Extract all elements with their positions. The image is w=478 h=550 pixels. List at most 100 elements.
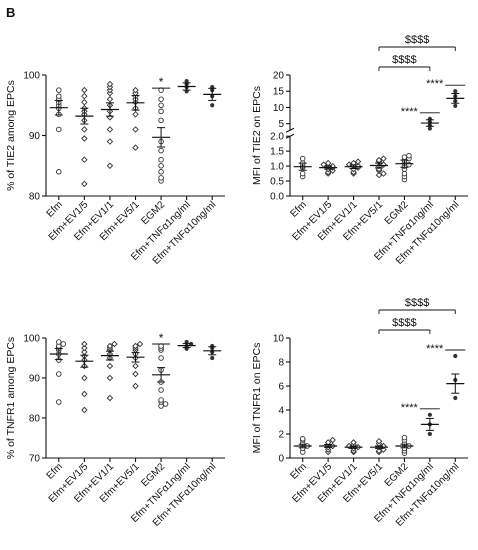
data-point [158, 156, 164, 163]
chart-tie2-mfi: 0.0 0.5 1.0 1.5 2.0 5 10 15 20 MFI of TIE2 on EPC… [251, 34, 468, 267]
significance-marker: **** [401, 106, 419, 118]
data-point [132, 342, 139, 350]
data-point [299, 436, 306, 442]
data-point [380, 155, 387, 162]
y-tick-label: 20 [273, 71, 285, 82]
significance-marker: **** [426, 78, 444, 90]
data-point [401, 434, 408, 441]
y-tick-label: 90 [29, 374, 41, 385]
data-point [81, 180, 88, 188]
data-point [81, 340, 88, 348]
data-point [350, 439, 357, 446]
data-point [81, 374, 88, 382]
y-tick-label: 10 [273, 103, 285, 114]
y-axis-label: % of TIE2 among EPCs [5, 80, 17, 191]
data-point [210, 355, 215, 361]
data-point [158, 108, 164, 115]
data-point [81, 390, 88, 398]
data-point [453, 89, 458, 94]
data-point [406, 152, 412, 159]
data-point [132, 86, 139, 94]
data-point [56, 169, 62, 175]
data-point [299, 155, 306, 162]
panel-label: B [6, 5, 15, 20]
data-point [106, 126, 114, 133]
data-point [132, 126, 139, 133]
y-tick-label: 4 [278, 406, 284, 417]
y-tick-label: 80 [29, 192, 41, 203]
data-point [354, 158, 362, 165]
x-tick-label: Efm [288, 461, 308, 481]
y-tick-label: 0.0 [270, 192, 284, 203]
data-point [132, 144, 139, 151]
y-tick-label: 100 [23, 334, 40, 345]
data-point [106, 95, 114, 103]
data-point [132, 111, 139, 118]
data-point [56, 371, 62, 377]
data-point [81, 126, 88, 133]
data-point [158, 162, 164, 169]
data-point [81, 406, 88, 414]
data-point [329, 436, 336, 444]
data-point [81, 98, 88, 106]
y-tick-label: 80 [29, 414, 41, 425]
significance-marker: **** [426, 343, 444, 355]
data-point [158, 175, 164, 181]
data-point [56, 339, 62, 345]
y-tick-label: 70 [29, 454, 41, 465]
data-point [210, 103, 215, 108]
data-point [81, 86, 88, 94]
data-point [158, 169, 164, 175]
data-point [406, 161, 412, 168]
data-point [162, 401, 169, 407]
data-point [375, 171, 383, 179]
data-point [453, 103, 458, 108]
data-point [106, 138, 114, 145]
y-tick-label: 6 [278, 382, 284, 393]
y-tick-label: 0.5 [270, 177, 284, 188]
significance-marker: * [159, 331, 164, 345]
y-tick-label: 100 [23, 71, 40, 82]
data-point [158, 387, 164, 393]
y-tick-label: 0 [278, 454, 284, 465]
data-point [132, 362, 139, 370]
data-point [56, 87, 62, 93]
data-point [158, 102, 164, 108]
data-point [81, 344, 88, 352]
data-point [380, 170, 387, 177]
data-point [401, 154, 408, 160]
y-tick-label: 1.0 [270, 162, 284, 173]
data-point [106, 342, 114, 350]
comparison-label: $$$$ [392, 54, 416, 66]
y-tick-label: 15 [273, 87, 285, 98]
data-point [427, 412, 432, 417]
data-point [158, 355, 164, 361]
data-point [158, 147, 164, 154]
data-point [56, 399, 62, 405]
x-tick-label: Efm [45, 199, 65, 219]
comparison-label: $$$$ [405, 297, 429, 309]
data-point [401, 170, 408, 177]
data-point [81, 156, 88, 163]
data-point [184, 78, 189, 84]
data-point [375, 437, 383, 445]
data-point [427, 126, 432, 131]
data-point [60, 341, 67, 347]
data-point [106, 162, 114, 169]
data-point [81, 135, 88, 142]
x-tick-label: Efm [45, 461, 65, 481]
y-tick-label: 1.5 [270, 147, 284, 158]
data-point [132, 370, 139, 378]
data-point [453, 395, 458, 401]
data-point [56, 126, 62, 133]
axis-break-mark [285, 127, 295, 133]
significance-marker: **** [401, 402, 419, 414]
y-tick-label: 5 [278, 119, 284, 130]
comparison-label: $$$$ [392, 317, 416, 329]
y-axis-label: MFI of TNFR1 on EPCs [251, 343, 263, 454]
data-point [81, 92, 88, 100]
x-tick-label: Efm [288, 199, 308, 219]
y-tick-label: 10 [273, 334, 285, 345]
